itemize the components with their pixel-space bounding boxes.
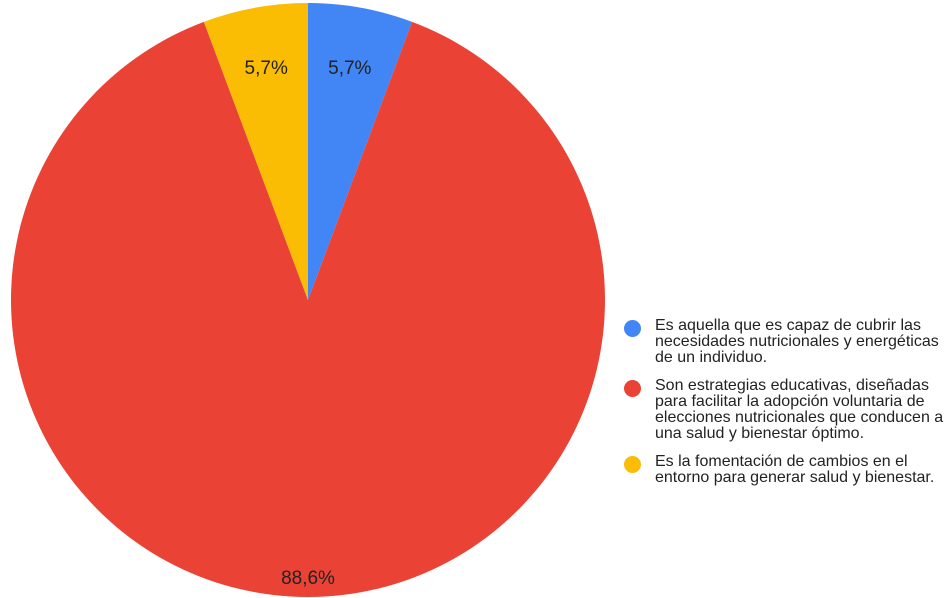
- legend-swatch: [624, 456, 641, 473]
- legend-item: Es aquella que es capaz de cubrir las ne…: [624, 318, 950, 366]
- legend-item: Es la fomentación de cambios en el entor…: [624, 454, 950, 486]
- slice-value-label: 5,7%: [328, 58, 371, 79]
- slice-value-label: 88,6%: [281, 568, 335, 589]
- pie-slice: [203, 3, 308, 300]
- legend-swatch: [624, 320, 641, 337]
- legend-label: Es la fomentación de cambios en el entor…: [655, 453, 935, 486]
- legend: Es aquella que es capaz de cubrir las ne…: [624, 318, 950, 498]
- legend-swatch: [624, 380, 641, 397]
- pie-slice: [308, 3, 413, 300]
- legend-label: Es aquella que es capaz de cubrir las ne…: [655, 317, 939, 366]
- legend-label: Son estrategias educativas, diseñadas pa…: [655, 377, 944, 442]
- legend-item: Son estrategias educativas, diseñadas pa…: [624, 378, 950, 442]
- pie-slice: [10, 21, 605, 598]
- slice-value-label: 5,7%: [245, 58, 288, 79]
